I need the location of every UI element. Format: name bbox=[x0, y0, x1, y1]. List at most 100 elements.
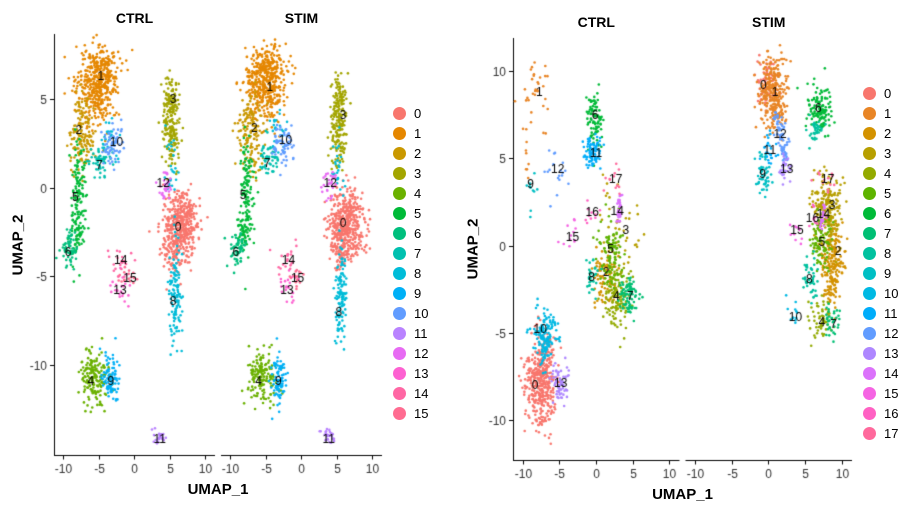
y-axis-title: UMAP_2 bbox=[9, 214, 27, 275]
legend-item-8: 8 bbox=[863, 246, 917, 261]
legend-label: 2 bbox=[884, 125, 892, 141]
legend-item-3: 3 bbox=[393, 166, 447, 181]
legend-item-11: 11 bbox=[393, 326, 447, 341]
legend-label: 17 bbox=[884, 425, 899, 441]
x-axis-title: UMAP_1 bbox=[652, 486, 713, 503]
legend-color-swatch bbox=[863, 427, 876, 440]
legend-label: 12 bbox=[414, 345, 429, 361]
x-axis-title: UMAP_1 bbox=[187, 481, 249, 498]
legend-label: 16 bbox=[884, 405, 899, 421]
legend-color-swatch bbox=[863, 407, 876, 420]
facet-title-ctrl: CTRL bbox=[115, 10, 154, 26]
legend-label: 0 bbox=[414, 105, 422, 121]
legend-item-13: 13 bbox=[863, 346, 917, 361]
legend-color-swatch bbox=[863, 107, 876, 120]
legend-label: 5 bbox=[414, 205, 422, 221]
legend-item-2: 2 bbox=[393, 145, 447, 161]
legend-label: 0 bbox=[884, 85, 892, 101]
legend-item-9: 9 bbox=[393, 286, 447, 301]
legend-label: 1 bbox=[414, 125, 422, 141]
legend-item-3: 3 bbox=[863, 145, 917, 161]
legend-label: 14 bbox=[884, 365, 899, 381]
legend-color-swatch bbox=[393, 307, 406, 320]
umap-scatter-canvas bbox=[6, 0, 391, 520]
legend-item-7: 7 bbox=[863, 225, 917, 241]
legend-label: 2 bbox=[414, 145, 422, 161]
legend-label: 15 bbox=[884, 385, 899, 401]
legend-color-swatch bbox=[393, 267, 406, 280]
plot-area-unintegrated: CTRL STIM UMAP_1 UMAP_2 bbox=[461, 0, 861, 527]
legend-item-8: 8 bbox=[393, 265, 447, 281]
legend-color-swatch bbox=[393, 227, 406, 240]
legend-color-swatch bbox=[863, 367, 876, 380]
legend-color-swatch bbox=[863, 127, 876, 140]
legend-label: 10 bbox=[414, 305, 429, 321]
chart-unintegrated: CTRL STIM UMAP_1 UMAP_2 0 1 2 3 4 5 6 7 8 9 10 11 12… bbox=[461, 0, 917, 527]
legend-color-swatch bbox=[393, 347, 406, 360]
legend-label: 7 bbox=[884, 225, 892, 241]
legend-item-5: 5 bbox=[393, 205, 447, 221]
legend-color-swatch bbox=[393, 167, 406, 180]
legend-item-4: 4 bbox=[393, 185, 447, 201]
legend-item-15: 15 bbox=[863, 385, 917, 401]
legend-item-14: 14 bbox=[393, 386, 447, 401]
facet-title-ctrl: CTRL bbox=[577, 14, 615, 30]
legend-item-0: 0 bbox=[863, 85, 917, 101]
chart-integrated: CTRL STIM UMAP_1 UMAP_2 0 1 2 3 4 5 6 7 8 9 10 11 12… bbox=[6, 0, 447, 527]
legend-color-swatch bbox=[863, 307, 876, 320]
legend-item-11: 11 bbox=[863, 306, 917, 321]
legend-label: 4 bbox=[884, 165, 892, 181]
legend-color-swatch bbox=[393, 107, 406, 120]
legend-label: 12 bbox=[884, 325, 899, 341]
legend-label: 4 bbox=[414, 185, 422, 201]
legend-color-swatch bbox=[393, 187, 406, 200]
legend-item-1: 1 bbox=[863, 105, 917, 121]
legend-color-swatch bbox=[863, 327, 876, 340]
umap-scatter-canvas bbox=[461, 0, 861, 520]
legend-label: 10 bbox=[884, 285, 899, 301]
legend-color-swatch bbox=[393, 407, 406, 420]
legend-item-17: 17 bbox=[863, 425, 917, 441]
legend-color-swatch bbox=[863, 387, 876, 400]
legend-color-swatch bbox=[393, 207, 406, 220]
legend-color-swatch bbox=[863, 187, 876, 200]
legend-label: 1 bbox=[884, 105, 892, 121]
legend-item-1: 1 bbox=[393, 125, 447, 141]
legend-item-12: 12 bbox=[393, 345, 447, 361]
legend-color-swatch bbox=[863, 147, 876, 160]
legend-item-6: 6 bbox=[393, 225, 447, 241]
legend-color-swatch bbox=[863, 207, 876, 220]
legend-color-swatch bbox=[863, 247, 876, 260]
legend-color-swatch bbox=[863, 287, 876, 300]
legend-color-swatch bbox=[393, 247, 406, 260]
legend-label: 6 bbox=[414, 225, 422, 241]
legend-color-swatch bbox=[863, 167, 876, 180]
legend-label: 3 bbox=[884, 145, 892, 161]
legend-item-4: 4 bbox=[863, 165, 917, 181]
legend-label: 15 bbox=[414, 405, 429, 421]
legend-item-7: 7 bbox=[393, 246, 447, 261]
legend-color-swatch bbox=[393, 367, 406, 380]
legend-color-swatch bbox=[393, 287, 406, 300]
y-axis-title: UMAP_2 bbox=[464, 218, 482, 280]
legend-label: 5 bbox=[884, 185, 892, 201]
legend-color-swatch bbox=[863, 227, 876, 240]
legend-label: 13 bbox=[414, 365, 429, 381]
facet-title-stim: STIM bbox=[284, 10, 319, 26]
legend-label: 9 bbox=[884, 265, 892, 281]
legend-label: 6 bbox=[884, 205, 892, 221]
legend-color-swatch bbox=[863, 87, 876, 100]
cluster-legend: 0 1 2 3 4 5 6 7 8 9 10 11 12 13 14 15 bbox=[391, 0, 447, 527]
legend-item-6: 6 bbox=[863, 205, 917, 221]
legend-item-5: 5 bbox=[863, 185, 917, 201]
legend-color-swatch bbox=[863, 347, 876, 360]
legend-color-swatch bbox=[393, 147, 406, 160]
legend-label: 8 bbox=[414, 265, 422, 281]
legend-item-13: 13 bbox=[393, 365, 447, 381]
legend-item-10: 10 bbox=[863, 285, 917, 301]
legend-color-swatch bbox=[393, 127, 406, 140]
legend-item-16: 16 bbox=[863, 405, 917, 421]
legend-item-2: 2 bbox=[863, 125, 917, 141]
legend-item-10: 10 bbox=[393, 305, 447, 321]
